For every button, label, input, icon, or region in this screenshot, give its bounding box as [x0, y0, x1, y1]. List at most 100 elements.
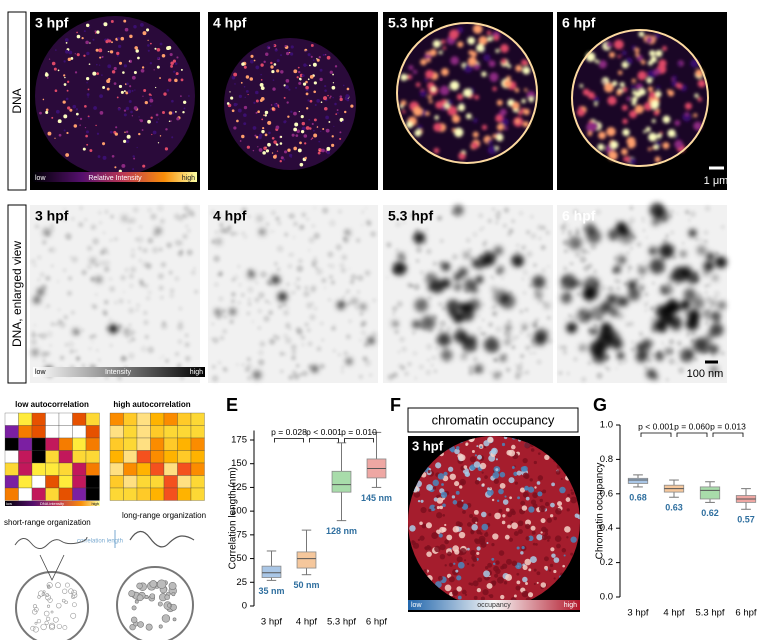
- chromatin-spot: [89, 149, 93, 153]
- occupancy-spot: [517, 496, 520, 500]
- chromatin-spot: [434, 115, 439, 120]
- background-grain: [525, 229, 531, 235]
- background-grain: [270, 210, 276, 216]
- chromatin-spot: [490, 74, 498, 83]
- chromatin-spot: [257, 110, 260, 114]
- background-grain: [169, 288, 175, 294]
- chromatin-spot: [457, 41, 464, 48]
- background-grain: [392, 371, 399, 378]
- chromatin-spot: [447, 105, 458, 116]
- chromatin-blob: [684, 311, 690, 316]
- chromatin-spot: [656, 133, 662, 139]
- background-grain: [56, 280, 60, 283]
- grid-cell: [190, 412, 205, 426]
- chromatin-sketch: [149, 593, 156, 599]
- background-grain: [298, 258, 303, 264]
- occupancy-spot: [469, 514, 474, 518]
- chromatin-spot: [106, 87, 110, 91]
- chromatin-spot: [120, 90, 124, 94]
- grid-cell: [177, 487, 192, 501]
- background-grain: [275, 216, 280, 222]
- chromatin-spot: [265, 52, 269, 56]
- chromatin-blob: [511, 254, 525, 268]
- chromatin-spot: [322, 128, 325, 131]
- chromatin-spot: [511, 101, 520, 110]
- chromatin-spot: [174, 78, 178, 83]
- chromatin-spot: [116, 54, 119, 57]
- occupancy-spot: [509, 496, 512, 500]
- chromatin-spot: [647, 86, 654, 92]
- chromatin-spot: [453, 127, 464, 138]
- median-label: 0.57: [737, 515, 755, 525]
- colorbar-low: low: [6, 501, 12, 506]
- background-grain: [425, 227, 429, 231]
- occupancy-spot: [491, 542, 495, 547]
- grid-cell: [45, 475, 60, 489]
- y-tick-label: 125: [231, 482, 247, 493]
- occupancy-spot: [436, 529, 441, 535]
- background-grain: [271, 229, 275, 233]
- chromatin-blob: [589, 328, 597, 335]
- chromatin-blob: [505, 324, 512, 331]
- background-grain: [254, 297, 260, 303]
- chromatin-spot: [299, 162, 304, 167]
- grid-cell: [163, 425, 178, 439]
- grid-cell: [136, 412, 151, 426]
- chromatin-spot: [288, 153, 293, 158]
- y-tick-label: 0.2: [600, 557, 613, 568]
- occupancy-spot: [520, 500, 526, 506]
- chromatin-spot: [103, 22, 106, 25]
- chromatin-spot: [271, 152, 274, 154]
- chromatin-blob: [413, 231, 426, 244]
- background-grain: [63, 208, 67, 211]
- chromatin-spot: [149, 98, 154, 103]
- chromatin-spot: [463, 88, 472, 98]
- background-grain: [592, 323, 597, 328]
- occupancy-spot: [451, 495, 456, 499]
- chromatin-spot: [313, 129, 315, 132]
- background-grain: [159, 218, 166, 224]
- chromatin-spot: [94, 32, 97, 34]
- chromatin-blob: [659, 243, 675, 259]
- background-grain: [268, 338, 276, 345]
- chromatin-spot: [308, 127, 312, 130]
- chromatin-spot: [51, 116, 54, 119]
- background-grain: [139, 225, 142, 229]
- occupancy-spot: [538, 505, 546, 513]
- chromatin-spot: [621, 148, 628, 156]
- chromatin-spot: [309, 75, 314, 79]
- chromatin-blob: [683, 288, 697, 301]
- background-grain: [425, 369, 432, 376]
- grid-cell: [4, 425, 19, 439]
- chromatin-blob: [505, 339, 510, 345]
- background-grain: [536, 224, 543, 231]
- background-grain: [567, 223, 571, 227]
- chromatin-spot: [67, 57, 72, 62]
- background-grain: [670, 209, 675, 214]
- occupancy-spot: [495, 458, 498, 461]
- occupancy-spot: [540, 531, 543, 534]
- background-grain: [595, 208, 602, 216]
- background-grain: [161, 355, 165, 358]
- background-grain: [257, 308, 262, 314]
- chromatin-spot: [165, 128, 168, 131]
- chromatin-spot: [674, 139, 684, 149]
- chromatin-spot: [94, 30, 97, 33]
- background-grain: [343, 350, 349, 356]
- chromatin-spot: [269, 108, 272, 111]
- background-grain: [103, 266, 110, 273]
- chromatin-spot: [240, 81, 243, 84]
- occupancy-spot: [533, 583, 536, 586]
- background-grain: [670, 230, 675, 235]
- chromatin-spot: [95, 48, 99, 52]
- chromatin-spot: [96, 30, 100, 34]
- background-grain: [615, 286, 621, 292]
- chromatin-spot: [507, 64, 512, 69]
- chromatin-spot: [650, 56, 657, 63]
- background-grain: [468, 248, 472, 252]
- chromatin-spot: [252, 126, 257, 130]
- grid-cell: [18, 487, 33, 501]
- chromatin-spot: [654, 90, 662, 98]
- occupancy-spot: [519, 487, 526, 493]
- chromatin-blob: [609, 308, 619, 317]
